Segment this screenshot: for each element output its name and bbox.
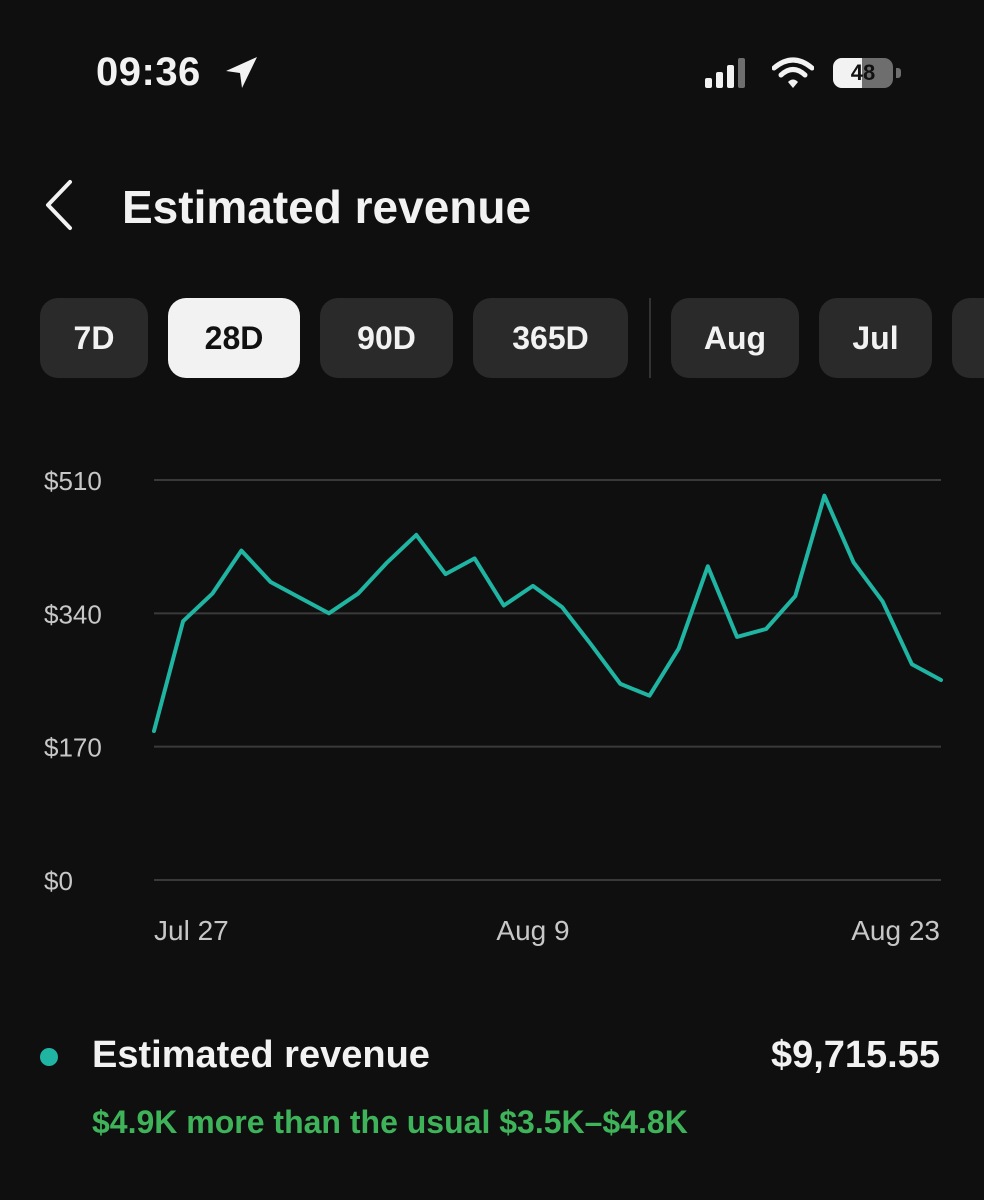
battery-fill	[833, 58, 862, 88]
period-divider	[649, 298, 651, 378]
cellular-signal-icon	[705, 58, 745, 88]
battery-icon: 48	[833, 58, 893, 88]
legend-label: Estimated revenue	[92, 1034, 430, 1076]
y-tick-label: $170	[44, 733, 102, 763]
period-selector: 7D 28D 90D 365D Aug Jul	[0, 298, 984, 378]
y-tick-label: $340	[44, 599, 102, 629]
x-tick-label: Jul 27	[154, 915, 229, 946]
x-tick-label: Aug 9	[496, 915, 569, 946]
revenue-line-chart: $510 $340 $170 $0 Jul 27 Aug 9 Aug 23	[44, 466, 943, 946]
period-chip-90d[interactable]: 90D	[320, 298, 453, 378]
legend-total: $9,715.55	[770, 1034, 940, 1076]
header: Estimated revenue	[0, 160, 984, 250]
battery-indicator: 48	[833, 58, 903, 88]
legend-comparison: $4.9K more than the usual $3.5K–$4.8K	[92, 1104, 688, 1140]
back-chevron-icon[interactable]	[40, 178, 80, 232]
period-chip-more[interactable]	[952, 298, 984, 378]
battery-cap	[896, 68, 901, 78]
page-title: Estimated revenue	[122, 181, 532, 233]
period-chip-jul[interactable]: Jul	[819, 298, 932, 378]
status-time: 09:36	[96, 50, 201, 94]
period-chip-7d[interactable]: 7D	[40, 298, 148, 378]
status-bar: 09:36 48	[0, 0, 984, 150]
period-chip-aug[interactable]: Aug	[671, 298, 799, 378]
battery-percentage: 48	[850, 60, 876, 85]
y-tick-label: $0	[44, 866, 73, 896]
revenue-chart: $510 $340 $170 $0 Jul 27 Aug 9 Aug 23	[0, 440, 984, 960]
period-chip-28d[interactable]: 28D	[168, 298, 300, 378]
y-tick-label: $510	[44, 466, 102, 496]
period-chip-365d[interactable]: 365D	[473, 298, 628, 378]
location-arrow-icon	[226, 57, 257, 88]
legend-dot-icon	[40, 1048, 58, 1066]
revenue-series-line	[152, 493, 943, 733]
x-tick-label: Aug 23	[851, 915, 940, 946]
wifi-icon	[772, 57, 814, 88]
chart-legend: Estimated revenue $9,715.55 $4.9K more t…	[0, 1030, 984, 1160]
